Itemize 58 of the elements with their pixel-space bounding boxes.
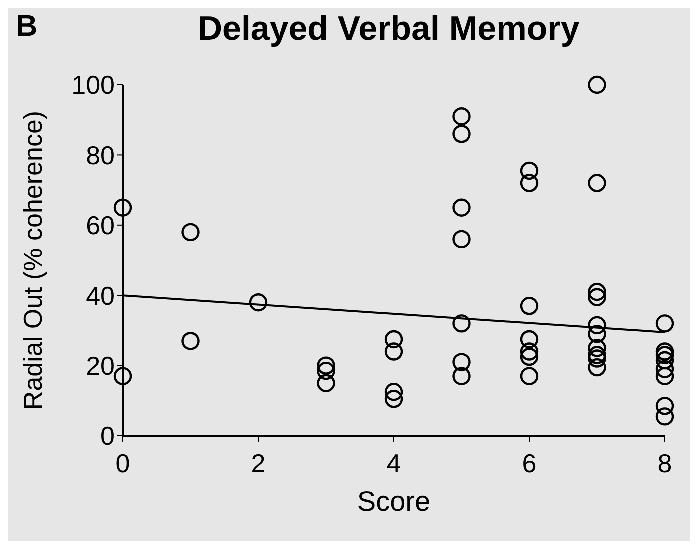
point [384, 390, 404, 408]
y-tick-label: 80 [86, 140, 115, 170]
point [588, 325, 606, 344]
x-tick-label: 6 [522, 448, 537, 478]
point [520, 174, 539, 192]
point [588, 358, 606, 377]
point [520, 330, 539, 349]
y-tick-label: 60 [86, 210, 115, 241]
y-tick-label: 0 [100, 421, 115, 452]
point [384, 342, 404, 361]
point [588, 174, 606, 192]
y-tick-label: 100 [72, 70, 115, 100]
point [588, 288, 606, 306]
x-axis-title: Score [357, 486, 431, 517]
point [588, 350, 606, 368]
point [452, 125, 471, 144]
point [656, 351, 674, 370]
point [384, 330, 404, 349]
y-tick-label: 40 [86, 280, 115, 311]
point [520, 297, 539, 316]
point [588, 346, 606, 364]
y-axis-title: Radial Out (% coherence) [18, 110, 48, 410]
point [520, 348, 539, 366]
point [317, 374, 336, 392]
point [588, 339, 606, 358]
point [249, 294, 268, 312]
point [452, 198, 471, 217]
point [656, 346, 674, 364]
point [452, 367, 471, 386]
point [520, 342, 539, 361]
point [656, 397, 674, 416]
point [656, 314, 674, 333]
point [452, 314, 471, 333]
text: B [16, 10, 38, 44]
chart-title: Delayed Verbal Memory [198, 10, 580, 49]
point [588, 282, 606, 302]
y-tick-label: 20 [86, 351, 115, 382]
point [182, 223, 200, 242]
point [520, 162, 539, 180]
point [114, 367, 132, 386]
point [452, 353, 471, 372]
point [452, 107, 471, 126]
point [588, 76, 606, 94]
point [452, 230, 471, 249]
point [317, 356, 336, 375]
point [384, 383, 404, 402]
x-tick-label: 4 [386, 448, 402, 478]
point [656, 342, 674, 361]
point [656, 367, 674, 386]
point [317, 362, 336, 380]
point [114, 198, 132, 217]
point [656, 360, 674, 378]
point [182, 332, 200, 350]
point [656, 408, 674, 426]
x-tick-label: 8 [658, 448, 672, 478]
point [588, 316, 606, 335]
x-tick-label: 2 [251, 448, 266, 478]
point [520, 367, 539, 386]
